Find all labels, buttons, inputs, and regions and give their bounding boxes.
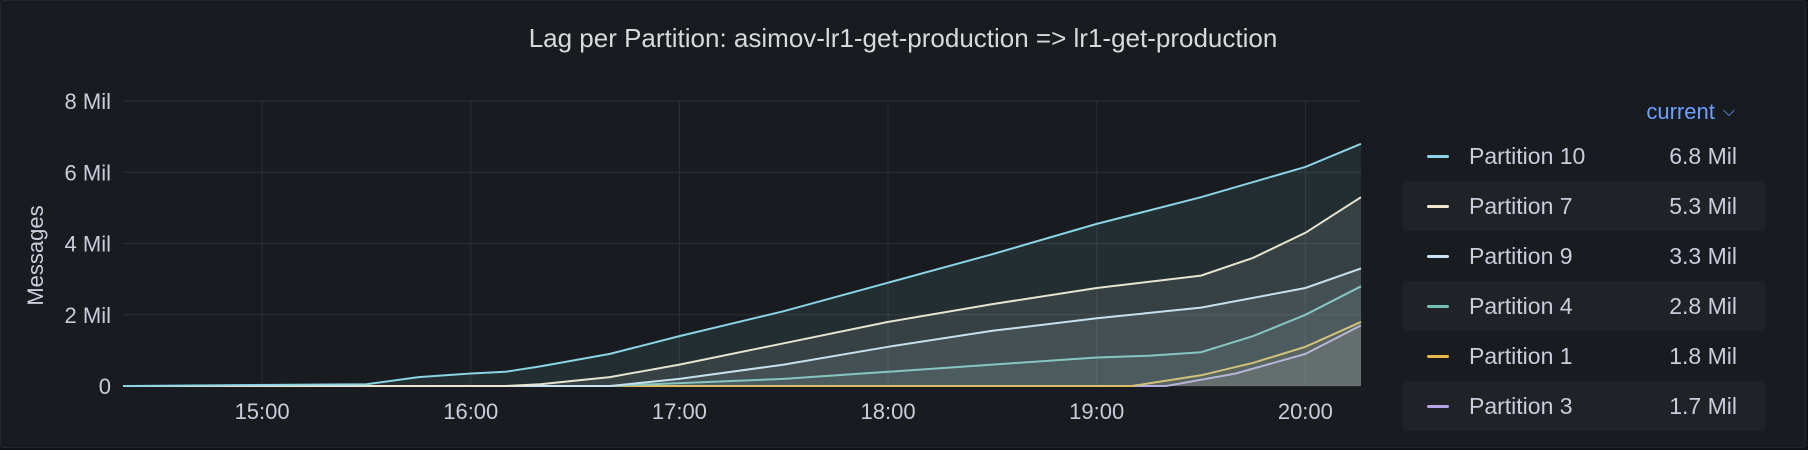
legend-item[interactable]: Partition 4 2.8 Mil <box>1403 281 1765 331</box>
legend-swatch <box>1427 354 1449 358</box>
y-tick-label: 6 Mil <box>65 160 111 185</box>
legend-item[interactable]: Partition 9 3.3 Mil <box>1403 231 1765 281</box>
legend-item[interactable]: Partition 7 5.3 Mil <box>1403 181 1765 231</box>
y-tick-label: 0 <box>99 374 111 399</box>
x-tick-label: 16:00 <box>443 399 498 424</box>
y-axis-label: Messages <box>23 205 48 305</box>
series-area <box>123 268 1361 386</box>
legend-swatch <box>1427 204 1449 208</box>
series-line <box>123 320 1362 387</box>
legend-current-value: 2.8 Mil <box>1669 292 1737 319</box>
legend-current-value: 1.8 Mil <box>1669 342 1737 369</box>
legend-item[interactable]: Partition 3 1.7 Mil <box>1403 381 1765 431</box>
legend-series-name: Partition 10 <box>1469 142 1586 169</box>
legend-current-value: 1.7 Mil <box>1669 392 1737 419</box>
legend-series-name: Partition 9 <box>1469 242 1573 269</box>
x-tick-label: 20:00 <box>1278 399 1333 424</box>
y-tick-label: 8 Mil <box>65 89 111 114</box>
legend-swatch <box>1427 304 1449 308</box>
legend-item[interactable]: Partition 1 1.8 Mil <box>1403 331 1765 381</box>
series-area <box>123 325 1361 386</box>
series-area <box>123 321 1361 386</box>
legend-current-value: 6.8 Mil <box>1669 142 1737 169</box>
x-tick-label: 15:00 <box>235 399 290 424</box>
legend-current-value: 5.3 Mil <box>1669 192 1737 219</box>
chevron-down-icon: ⌵ <box>1722 103 1735 120</box>
legend-series-name: Partition 1 <box>1469 342 1573 369</box>
series-area <box>123 143 1361 386</box>
legend-swatch <box>1427 154 1449 158</box>
legend-sort-button[interactable]: current ⌵ <box>1403 93 1765 131</box>
legend: current ⌵ Partition 10 6.8 Mil Partition 7… <box>1403 93 1765 431</box>
x-tick-label: 18:00 <box>861 399 916 424</box>
legend-current-value: 3.3 Mil <box>1669 242 1737 269</box>
y-tick-label: 4 Mil <box>65 232 111 257</box>
legend-sort-label: current <box>1646 99 1715 124</box>
series-line <box>123 285 1362 387</box>
series-area <box>123 197 1361 386</box>
legend-swatch <box>1427 254 1449 258</box>
legend-swatch <box>1427 404 1449 408</box>
legend-item[interactable]: Partition 10 6.8 Mil <box>1403 131 1765 181</box>
series-line <box>123 196 1362 387</box>
panel-title: Lag per Partition: asimov-lr1-get-produc… <box>528 23 1278 53</box>
plot-area: 0 2 Mil 4 Mil 6 Mil 8 Mil 15:00 16:00 17:00 18:0… <box>23 89 1362 424</box>
y-tick-label: 2 Mil <box>65 303 111 328</box>
legend-series-name: Partition 4 <box>1469 292 1573 319</box>
series-line <box>123 267 1362 387</box>
x-tick-label: 19:00 <box>1069 399 1124 424</box>
x-tick-label: 17:00 <box>652 399 707 424</box>
legend-series-name: Partition 7 <box>1469 192 1573 219</box>
legend-series-name: Partition 3 <box>1469 392 1573 419</box>
series-line <box>122 142 1362 387</box>
